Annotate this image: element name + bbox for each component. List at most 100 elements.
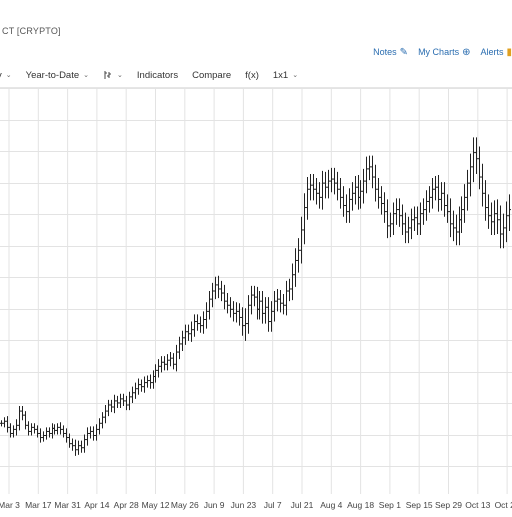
ohlc-bar <box>392 202 395 236</box>
ohlc-bar <box>241 307 244 336</box>
x-tick-label: May 12 <box>142 500 170 510</box>
instrument-title: CT [CRYPTO] <box>2 26 61 36</box>
x-tick-label: Aug 4 <box>320 500 342 510</box>
ohlc-bar <box>220 280 223 302</box>
ohlc-bar <box>336 171 339 201</box>
ohlc-bar <box>475 137 478 174</box>
ohlc-bars <box>0 137 511 456</box>
ohlc-bar <box>59 422 62 435</box>
ohlc-bar <box>330 167 333 193</box>
ohlc-bar <box>65 428 68 443</box>
ohlc-bar <box>33 423 36 434</box>
x-tick-label: Apr 14 <box>84 500 109 510</box>
ohlc-bar <box>196 314 199 331</box>
x-tick-label: Aug 18 <box>347 500 374 510</box>
chevron-down-icon: ⌄ <box>5 72 12 79</box>
ohlc-bar <box>291 263 294 301</box>
x-tick-label: Jul 7 <box>264 500 282 510</box>
ohlc-bar <box>273 291 276 322</box>
ohlc-bar <box>152 370 155 389</box>
ohlc-bar <box>160 356 163 373</box>
ohlc-bar <box>149 374 152 389</box>
ohlc-bar <box>45 427 48 440</box>
ohlc-bar <box>62 425 65 438</box>
ohlc-bar <box>77 440 80 455</box>
ohlc-bar <box>9 423 12 438</box>
layout-dropdown[interactable]: 1x1 ⌄ <box>266 63 305 87</box>
ohlc-bar <box>333 167 336 195</box>
ohlc-bar <box>481 163 484 207</box>
ohlc-bar <box>244 308 247 341</box>
x-tick-label: Jun 23 <box>231 500 257 510</box>
chevron-down-icon: ⌄ <box>83 72 90 79</box>
ohlc-bar <box>137 378 140 395</box>
price-chart[interactable]: Mar 3 Mar 17 Mar 31 Apr 14 Apr 28 May 12 May 2… <box>0 88 512 510</box>
ohlc-bar <box>217 275 220 299</box>
ohlc-bar <box>128 391 131 411</box>
ohlc-bar <box>125 395 128 411</box>
ohlc-bar <box>122 393 125 406</box>
ohlc-bar <box>184 324 187 345</box>
chart-type-dropdown[interactable]: ⌄ <box>96 63 130 87</box>
ohlc-bar <box>71 438 74 451</box>
ohlc-bar <box>211 282 214 308</box>
indicators-button[interactable]: Indicators <box>130 63 185 87</box>
compare-button[interactable]: Compare <box>185 63 238 87</box>
ohlc-bar <box>51 423 54 439</box>
ohlc-bar <box>140 379 143 392</box>
ohlc-bar <box>235 302 238 323</box>
ohlc-bar <box>68 433 71 448</box>
ohlc-bar <box>505 201 508 243</box>
ohlc-bar <box>452 210 455 242</box>
ohlc-bar <box>380 186 383 215</box>
ohlc-bar <box>318 182 321 209</box>
ohlc-bar <box>365 156 368 194</box>
ohlc-bar <box>264 297 267 324</box>
ohlc-bar <box>345 194 348 223</box>
bell-icon: ▮ <box>506 46 512 58</box>
x-tick-label: Sep 29 <box>435 500 462 510</box>
ohlc-bar <box>493 200 496 236</box>
indicators-label: Indicators <box>136 69 179 81</box>
x-tick-label: Oct 27 <box>495 500 512 510</box>
x-tick-label: Mar 31 <box>54 500 81 510</box>
ohlc-bar <box>354 176 357 205</box>
ohlc-bar <box>279 289 282 313</box>
ohlc-bar <box>250 285 253 315</box>
ohlc-bar <box>300 216 303 264</box>
ohlc-bar <box>163 356 166 371</box>
x-tick-label: Mar 3 <box>0 500 20 510</box>
ohlc-bar <box>327 169 330 199</box>
ohlc-bar <box>226 293 229 314</box>
chevron-down-icon: ⌄ <box>117 72 123 79</box>
ohlc-bar <box>107 399 110 417</box>
ohlc-bar <box>232 301 235 322</box>
range-dropdown[interactable]: Year-to-Date ⌄ <box>19 63 96 87</box>
ohlc-bar <box>407 216 410 244</box>
ohlc-bar <box>208 291 211 320</box>
my-charts-link[interactable]: My Charts ⊕ <box>418 47 470 58</box>
ohlc-bar <box>119 393 122 409</box>
ohlc-bar <box>339 178 342 209</box>
ohlc-bar <box>288 278 291 302</box>
fx-button[interactable]: f(x) <box>238 63 266 87</box>
ohlc-bar <box>202 311 205 334</box>
alerts-link[interactable]: Alerts ▮ <box>480 47 512 58</box>
ohlc-bar <box>371 155 374 189</box>
x-tick-label: Jun 9 <box>204 500 225 510</box>
ohlc-bar <box>508 194 511 231</box>
ohlc-bar <box>223 284 226 310</box>
notes-link[interactable]: Notes ✎ <box>373 47 408 58</box>
ohlc-bar <box>131 386 134 403</box>
grid-horizontal <box>0 88 512 467</box>
ohlc-bar <box>297 238 300 273</box>
period-dropdown[interactable]: y ⌄ <box>0 63 19 87</box>
ohlc-bar <box>315 178 318 205</box>
ohlc-bar <box>437 174 440 212</box>
ohlc-bar <box>422 198 425 225</box>
ohlc-bar <box>348 188 351 223</box>
grid-vertical <box>8 88 508 494</box>
ohlc-bar <box>440 182 443 211</box>
ohlc-bar <box>146 375 149 388</box>
ohlc-bar <box>276 288 279 312</box>
